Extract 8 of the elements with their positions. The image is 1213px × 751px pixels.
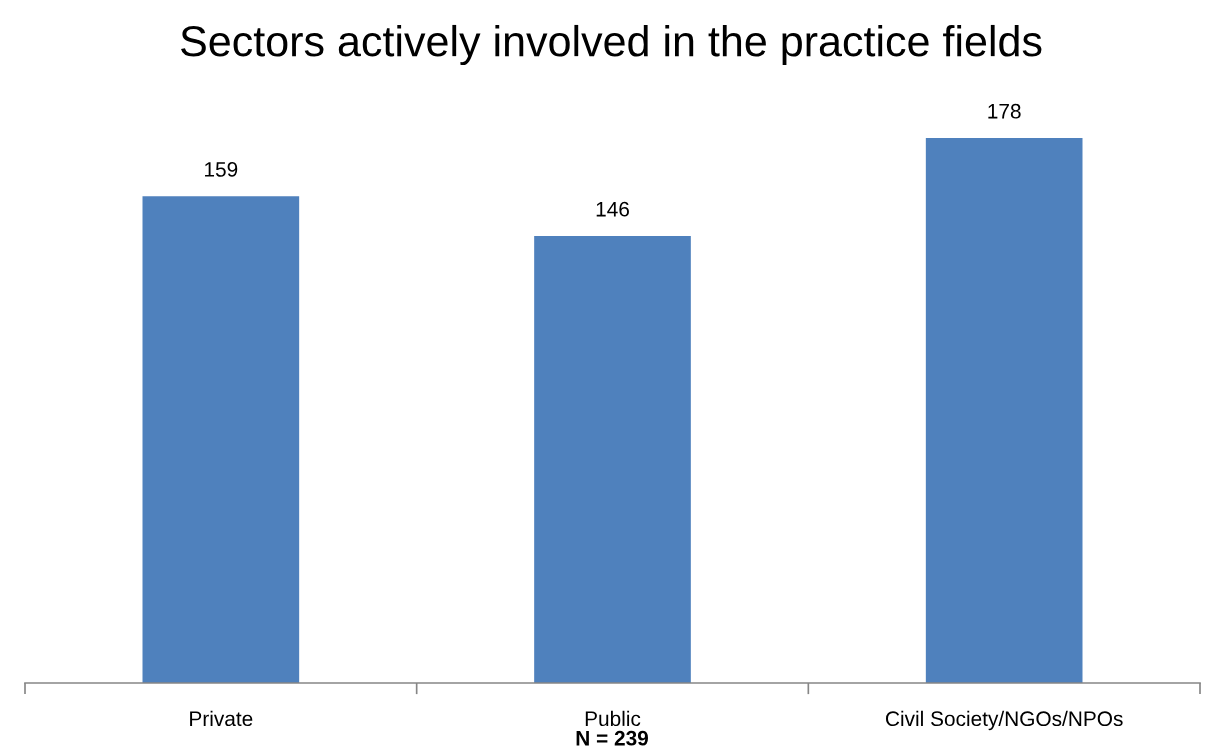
data-label: 178 [988, 103, 1021, 119]
data-label: 146 [596, 201, 629, 217]
x-tick-label: Public [585, 710, 641, 727]
x-tick-label: Civil Society/NGOs/NPOs [885, 710, 1123, 731]
text: N = 239 [576, 730, 648, 746]
data-label: 159 [205, 162, 238, 177]
x-tick-label: Private [190, 710, 253, 727]
chart-title: Sectors actively involved in the practice fields [181, 24, 1042, 66]
